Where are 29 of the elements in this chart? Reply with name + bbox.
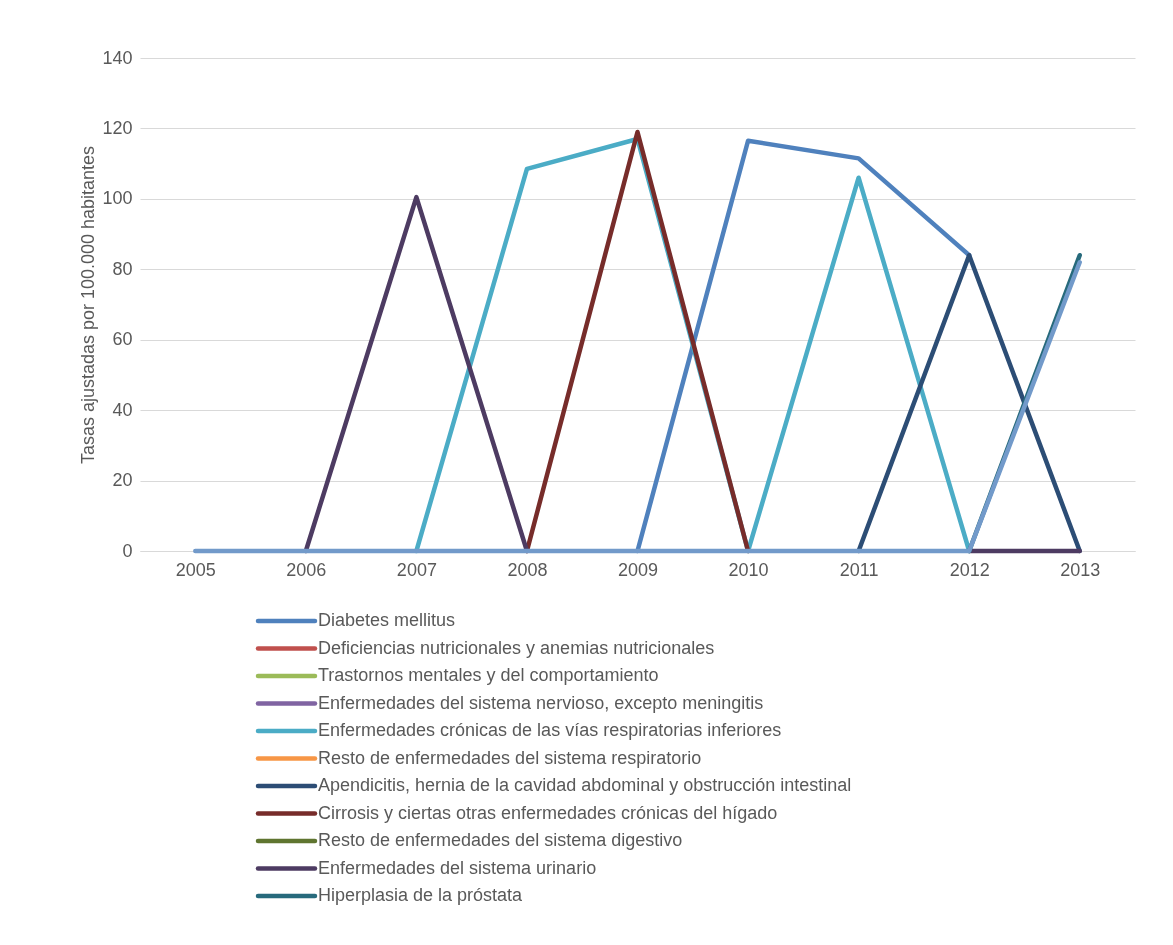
x-tick-label: 2006 xyxy=(286,559,327,580)
y-axis-title: Tasas ajustadas por 100.000 habitantes xyxy=(78,145,99,465)
x-tick-label: 2010 xyxy=(728,559,769,580)
x-tick-label: 2005 xyxy=(175,559,216,580)
legend-label: Diabetes mellitus xyxy=(318,610,456,630)
legend-label: Enfermedades del sistema urinario xyxy=(318,857,597,878)
x-tick-label: 2009 xyxy=(617,559,659,580)
y-tick-label: 120 xyxy=(102,117,133,138)
legend-label: Enfermedades crónicas de las vías respiratorias inferiores xyxy=(318,720,782,740)
x-tick-label: 2008 xyxy=(507,559,548,580)
x-tick-label: 2012 xyxy=(949,559,990,580)
legend-label: Trastornos mentales y del comportamiento xyxy=(318,665,659,685)
legend-label: Deficiencias nutricionales y anemias nutricionales xyxy=(318,637,715,658)
legend-label: Hiperplasia de la próstata xyxy=(318,885,524,905)
y-tick-label: 140 xyxy=(102,47,133,68)
y-tick-label: 0 xyxy=(122,540,133,561)
x-tick-label: 2007 xyxy=(396,559,437,580)
legend-label: Resto de enfermedades del sistema digestivo xyxy=(318,830,683,850)
legend-label: Enfermedades del sistema nervioso, excepto meningitis xyxy=(318,692,764,713)
legend-label: Resto de enfermedades del sistema respiratorio xyxy=(318,747,702,768)
y-tick-label: 100 xyxy=(102,188,133,209)
legend-label: Cirrosis y ciertas otras enfermedades crónicas del hígado xyxy=(318,802,778,823)
y-tick-label: 20 xyxy=(112,470,133,491)
y-tick-label: 80 xyxy=(112,258,133,279)
x-tick-label: 2011 xyxy=(839,559,879,580)
y-tick-label: 40 xyxy=(112,399,133,420)
x-tick-label: 2013 xyxy=(1060,559,1101,580)
legend-label: Apendicitis, hernia de la cavidad abdominal y obstrucción intestinal xyxy=(318,775,852,795)
y-tick-label: 60 xyxy=(112,329,133,350)
